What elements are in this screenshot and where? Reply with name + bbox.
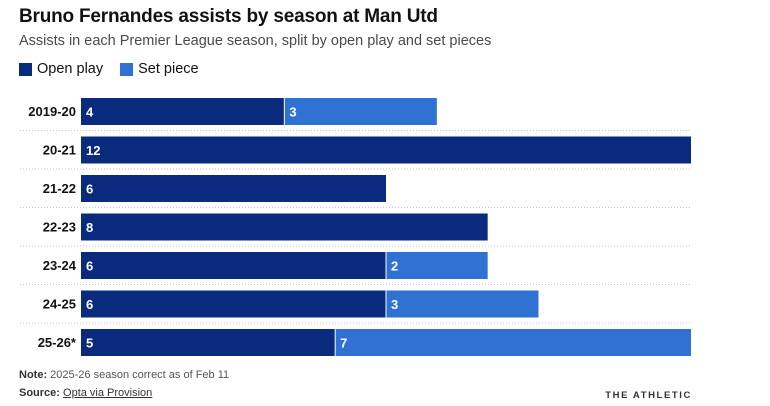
bar-open-play — [81, 252, 386, 279]
chart-subtitle: Assists in each Premier League season, s… — [19, 33, 492, 49]
data-label-open-play: 4 — [86, 105, 94, 120]
category-label: 21-22 — [43, 181, 76, 196]
bar-open-play — [81, 136, 691, 164]
bar-open-play — [81, 98, 285, 125]
legend-item-open-play: Open play — [19, 61, 103, 77]
category-label: 22-23 — [43, 220, 76, 235]
bar-set-piece — [386, 252, 488, 279]
data-label-set-piece: 3 — [391, 297, 398, 312]
data-label-open-play: 6 — [86, 182, 93, 197]
legend-swatch-open-play — [19, 62, 32, 76]
source-label: Source: — [19, 387, 60, 399]
bar-open-play — [81, 290, 386, 318]
category-label: 25-26* — [38, 335, 77, 350]
bar-set-piece — [386, 290, 539, 318]
chart-title: Bruno Fernandes assists by season at Man… — [19, 6, 438, 27]
data-label-set-piece: 2 — [391, 259, 398, 274]
bar-set-piece — [335, 329, 691, 356]
legend-swatch-set-piece — [120, 62, 134, 76]
note-label: Note: — [19, 369, 48, 381]
note-text: 2025-26 season correct as of Feb 11 — [50, 369, 230, 381]
category-label: 2019-20 — [28, 104, 76, 119]
legend-item-set-piece: Set piece — [120, 61, 199, 77]
bar-chart: 2019-20 4 3 20-21 12 21-22 6 22-23 8 23-24 6 2 24-25… — [20, 98, 691, 356]
bar-open-play — [81, 213, 488, 241]
data-label-open-play: 8 — [86, 220, 93, 235]
data-label-set-piece: 7 — [340, 336, 347, 351]
legend-label-open-play: Open play — [37, 61, 104, 77]
bar-open-play — [81, 329, 336, 356]
category-label: 24-25 — [43, 297, 76, 312]
category-label: 23-24 — [43, 258, 77, 273]
category-label: 20-21 — [43, 143, 76, 158]
data-label-open-play: 12 — [86, 143, 100, 158]
source-line: Source: Opta via Provision — [19, 387, 152, 399]
brand-wordmark: THE ATHLETIC — [605, 390, 692, 401]
note-line: Note: 2025-26 season correct as of Feb 1… — [19, 369, 229, 381]
bar-set-piece — [284, 98, 437, 125]
bar-open-play — [81, 175, 386, 202]
legend-label-set-piece: Set piece — [138, 61, 199, 77]
data-label-set-piece: 3 — [289, 105, 296, 120]
source-link[interactable]: Opta via Provision — [63, 387, 153, 399]
data-label-open-play: 6 — [86, 297, 93, 312]
legend: Open play Set piece — [19, 61, 216, 77]
data-label-open-play: 6 — [86, 259, 93, 274]
data-label-open-play: 5 — [86, 336, 93, 351]
